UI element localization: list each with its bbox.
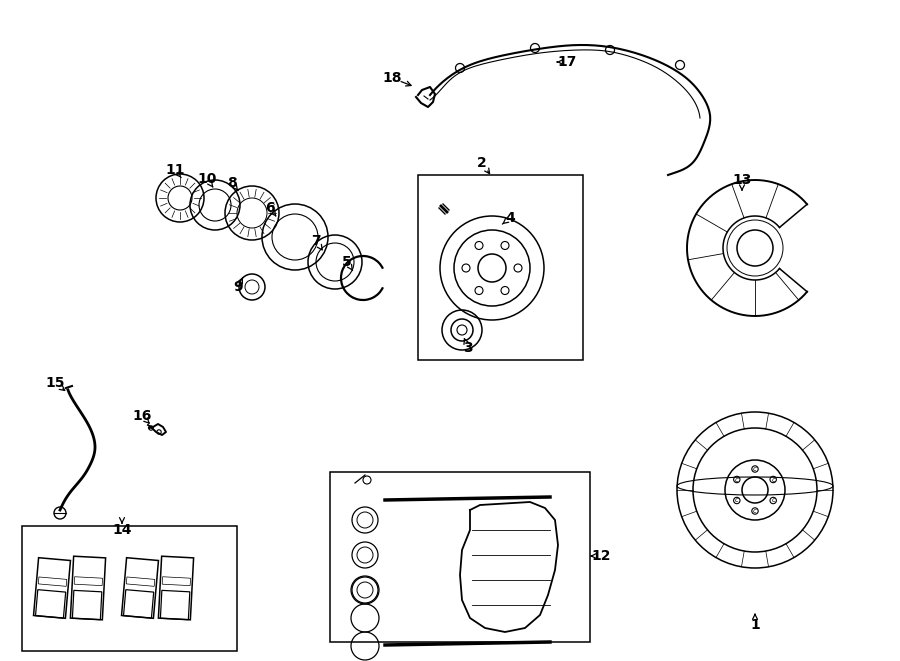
Text: 7: 7 [311,234,320,248]
Bar [39,577,67,586]
Bar [158,556,194,620]
Text: c: c [771,498,775,504]
Bar [162,577,191,586]
Text: 14: 14 [112,523,131,537]
Text: 9: 9 [233,280,243,294]
Text: c: c [735,477,739,483]
Text: 8: 8 [227,176,237,190]
Bar [72,590,102,620]
Text: 16: 16 [132,409,152,423]
Bar [33,558,70,618]
Text: 18: 18 [382,71,401,85]
Bar [122,558,158,618]
Text: c: c [753,508,757,514]
Text: 17: 17 [557,55,577,69]
Bar [74,577,103,586]
Bar [418,175,583,360]
Text: c: c [771,477,775,483]
Text: 11: 11 [166,163,184,177]
Bar [35,590,66,618]
Text: c: c [753,466,757,472]
Bar [70,556,105,620]
Text: 3: 3 [464,341,472,355]
Text: 10: 10 [197,172,217,186]
Text: c: c [735,498,739,504]
Text: 13: 13 [733,173,751,187]
Text: 2: 2 [477,156,487,170]
Text: 4: 4 [505,211,515,225]
Text: 12: 12 [591,549,611,563]
Text: 5: 5 [342,255,352,269]
Bar [160,590,190,620]
Text: 15: 15 [45,376,65,390]
Bar [22,526,237,651]
Text: 6: 6 [266,201,274,215]
Text: 1: 1 [750,618,760,632]
Bar [330,472,590,642]
Bar [126,577,155,586]
Bar [123,590,154,618]
